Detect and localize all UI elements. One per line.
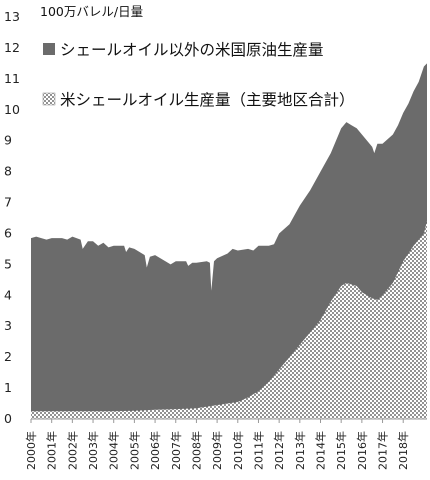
y-tick-label: 2 — [4, 349, 12, 364]
x-tick-label: 2007年 — [169, 431, 183, 470]
y-tick-label: 1 — [4, 380, 12, 395]
x-tick-label: 2004年 — [107, 431, 121, 470]
series-area-shale — [31, 221, 427, 419]
x-tick-label: 2012年 — [272, 431, 286, 470]
y-tick-label: 3 — [4, 318, 12, 333]
x-tick-label: 2001年 — [45, 431, 59, 470]
x-tick-label: 2014年 — [314, 431, 328, 470]
y-tick-label: 12 — [4, 40, 20, 55]
x-tick-label: 2009年 — [210, 431, 224, 470]
legend-swatch-non-shale — [43, 43, 55, 55]
x-tick-label: 2016年 — [355, 431, 369, 470]
x-tick-label: 2003年 — [86, 431, 100, 470]
y-axis-unit-label: 100万バレル/日量 — [40, 4, 144, 19]
y-tick-label: 13 — [4, 9, 20, 24]
y-tick-label: 5 — [4, 256, 12, 271]
x-tick-label: 2008年 — [189, 431, 203, 470]
x-tick-label: 2011年 — [251, 431, 265, 470]
x-tick-label: 2017年 — [376, 431, 390, 470]
x-tick-label: 2018年 — [396, 431, 410, 470]
legend-label-shale: 米シェールオイル生産量（主要地区合計） — [60, 91, 355, 109]
y-tick-label: 7 — [4, 195, 12, 210]
y-tick-label: 11 — [4, 71, 20, 86]
x-tick-label: 2002年 — [65, 431, 79, 470]
legend-label-non-shale: シェールオイル以外の米国原油生産量 — [60, 41, 324, 59]
y-tick-label: 0 — [4, 411, 12, 426]
x-tick-label: 2000年 — [24, 431, 38, 470]
y-tick-label: 4 — [4, 287, 12, 302]
x-tick-label: 2006年 — [148, 431, 162, 470]
y-tick-label: 8 — [4, 164, 12, 179]
x-tick-label: 2010年 — [231, 431, 245, 470]
legend-swatch-shale — [42, 92, 56, 106]
y-tick-label: 9 — [4, 133, 12, 148]
x-tick-label: 2005年 — [127, 431, 141, 470]
x-tick-label: 2013年 — [293, 431, 307, 470]
y-tick-label: 10 — [4, 102, 20, 117]
y-tick-label: 6 — [4, 225, 12, 240]
x-tick-label: 2015年 — [334, 431, 348, 470]
